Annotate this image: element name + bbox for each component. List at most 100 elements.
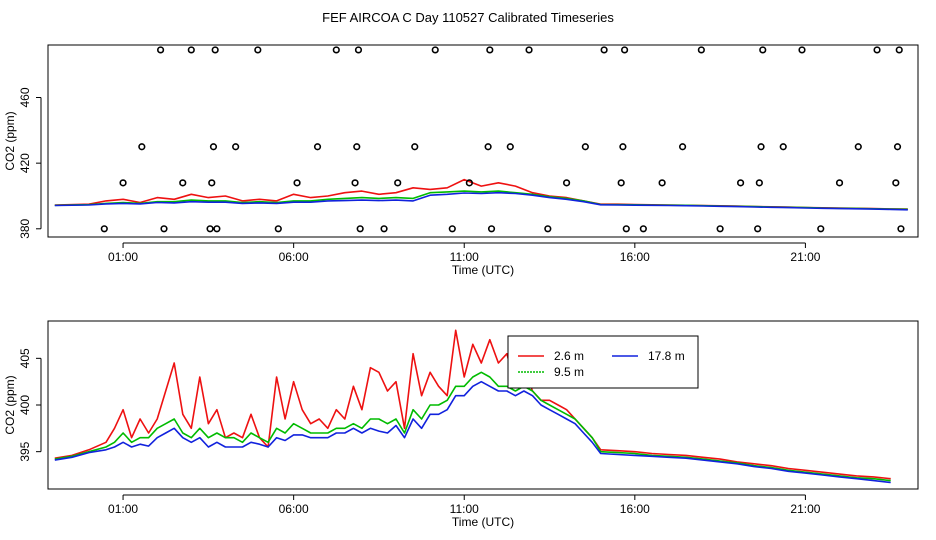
x-tick-label: 06:00 [279, 502, 309, 516]
scatter-point [757, 143, 765, 151]
legend-label: 9.5 m [554, 365, 584, 379]
series-line-2-6-m [54, 178, 908, 210]
scatter-point [138, 143, 146, 151]
scatter-points [100, 46, 905, 233]
top-panel: 01:00 06:00 11:00 16:00 21:00 Time (UTC) 380 42… [3, 44, 919, 277]
y-tick-label: 395 [18, 441, 32, 461]
scatter-point [639, 225, 647, 233]
scatter-point [619, 143, 627, 151]
y-tick-label: 420 [18, 153, 32, 173]
legend-label: 2.6 m [554, 349, 584, 363]
scatter-point [697, 46, 705, 54]
series-line-17-8-m [54, 191, 908, 211]
scatter-point [353, 143, 361, 151]
scatter-point [600, 46, 608, 54]
scatter-point [380, 225, 388, 233]
scatter-point [293, 179, 301, 187]
x-axis: 01:00 06:00 11:00 16:00 21:00 [108, 494, 821, 516]
scatter-point [835, 179, 844, 187]
scatter-point [716, 225, 724, 233]
scatter-point [779, 143, 787, 151]
x-tick-label: 01:00 [108, 250, 138, 264]
y-tick-label: 405 [18, 348, 32, 368]
scatter-point [620, 46, 629, 54]
scatter-point [487, 225, 496, 233]
scatter-point [394, 179, 402, 187]
scatter-point [313, 143, 322, 151]
y-tick-label: 400 [18, 395, 32, 415]
y-tick-label: 380 [18, 218, 32, 238]
scatter-point [754, 225, 762, 233]
scatter-point [156, 46, 165, 54]
x-tick-label: 11:00 [450, 502, 479, 516]
plot-frame [47, 320, 919, 490]
scatter-point [213, 225, 221, 233]
scatter-point [356, 225, 364, 233]
scatter-point [179, 179, 187, 187]
scatter-point [332, 46, 340, 54]
scatter-point [854, 143, 862, 151]
scatter-point [506, 143, 514, 151]
y-tick-label: 460 [18, 87, 32, 107]
scatter-point [895, 46, 903, 54]
y-axis: 395 400 405 [18, 348, 42, 462]
scatter-point [581, 143, 589, 151]
scatter-point [232, 143, 240, 151]
scatter-point [160, 225, 168, 233]
scatter-point [544, 225, 552, 233]
scatter-point [351, 179, 359, 187]
y-axis-title: CO2 (ppm) [3, 375, 17, 434]
scatter-point [209, 143, 218, 151]
scatter-point [755, 179, 763, 187]
scatter-point [465, 179, 473, 187]
scatter-point [274, 225, 282, 233]
scatter-point [897, 225, 905, 233]
scatter-point [354, 46, 363, 54]
y-axis: 380 420 460 [18, 87, 42, 239]
scatter-point [525, 46, 533, 54]
scatter-point [622, 225, 630, 233]
x-axis-title: Time (UTC) [452, 263, 514, 277]
scatter-point [678, 143, 687, 151]
scatter-point [736, 179, 745, 187]
scatter-point [798, 46, 806, 54]
scatter-point [100, 225, 108, 233]
scatter-point [893, 143, 902, 151]
scatter-point [562, 179, 571, 187]
x-axis-title: Time (UTC) [452, 515, 514, 529]
x-tick-label: 21:00 [790, 250, 820, 264]
scatter-point [211, 46, 219, 54]
legend-box [507, 335, 699, 389]
scatter-point [411, 143, 419, 151]
x-axis: 01:00 06:00 11:00 16:00 21:00 [108, 242, 821, 264]
bottom-panel: 01:00 06:00 11:00 16:00 21:00 Time (UTC) 395 40… [3, 320, 919, 529]
scatter-point [892, 179, 900, 187]
scatter-point [208, 179, 216, 187]
scatter-point [484, 143, 492, 151]
plot-frame [47, 44, 919, 238]
series-line-9-5-m [54, 371, 891, 482]
scatter-point [119, 179, 127, 187]
series-line-17-8-m [54, 380, 891, 484]
scatter-point [658, 179, 666, 187]
scatter-point [431, 46, 439, 54]
x-tick-label: 21:00 [790, 502, 820, 516]
scatter-point [187, 46, 195, 54]
x-tick-label: 11:00 [450, 250, 479, 264]
series-line-2-6-m [54, 329, 891, 480]
y-axis-title: CO2 (ppm) [3, 111, 17, 170]
x-tick-label: 16:00 [620, 250, 650, 264]
x-tick-label: 01:00 [108, 502, 138, 516]
scatter-point [448, 225, 456, 233]
scatter-point [759, 46, 767, 54]
scatter-point [617, 179, 625, 187]
x-tick-label: 06:00 [279, 250, 309, 264]
legend: 2.6 m 9.5 m 17.8 m [507, 335, 699, 389]
scatter-point [873, 46, 881, 54]
legend-label: 17.8 m [648, 349, 685, 363]
scatter-point [817, 225, 825, 233]
figure-title: FEF AIRCOA C Day 110527 Calibrated Times… [322, 10, 614, 25]
scatter-point [254, 46, 262, 54]
x-tick-label: 16:00 [620, 502, 650, 516]
